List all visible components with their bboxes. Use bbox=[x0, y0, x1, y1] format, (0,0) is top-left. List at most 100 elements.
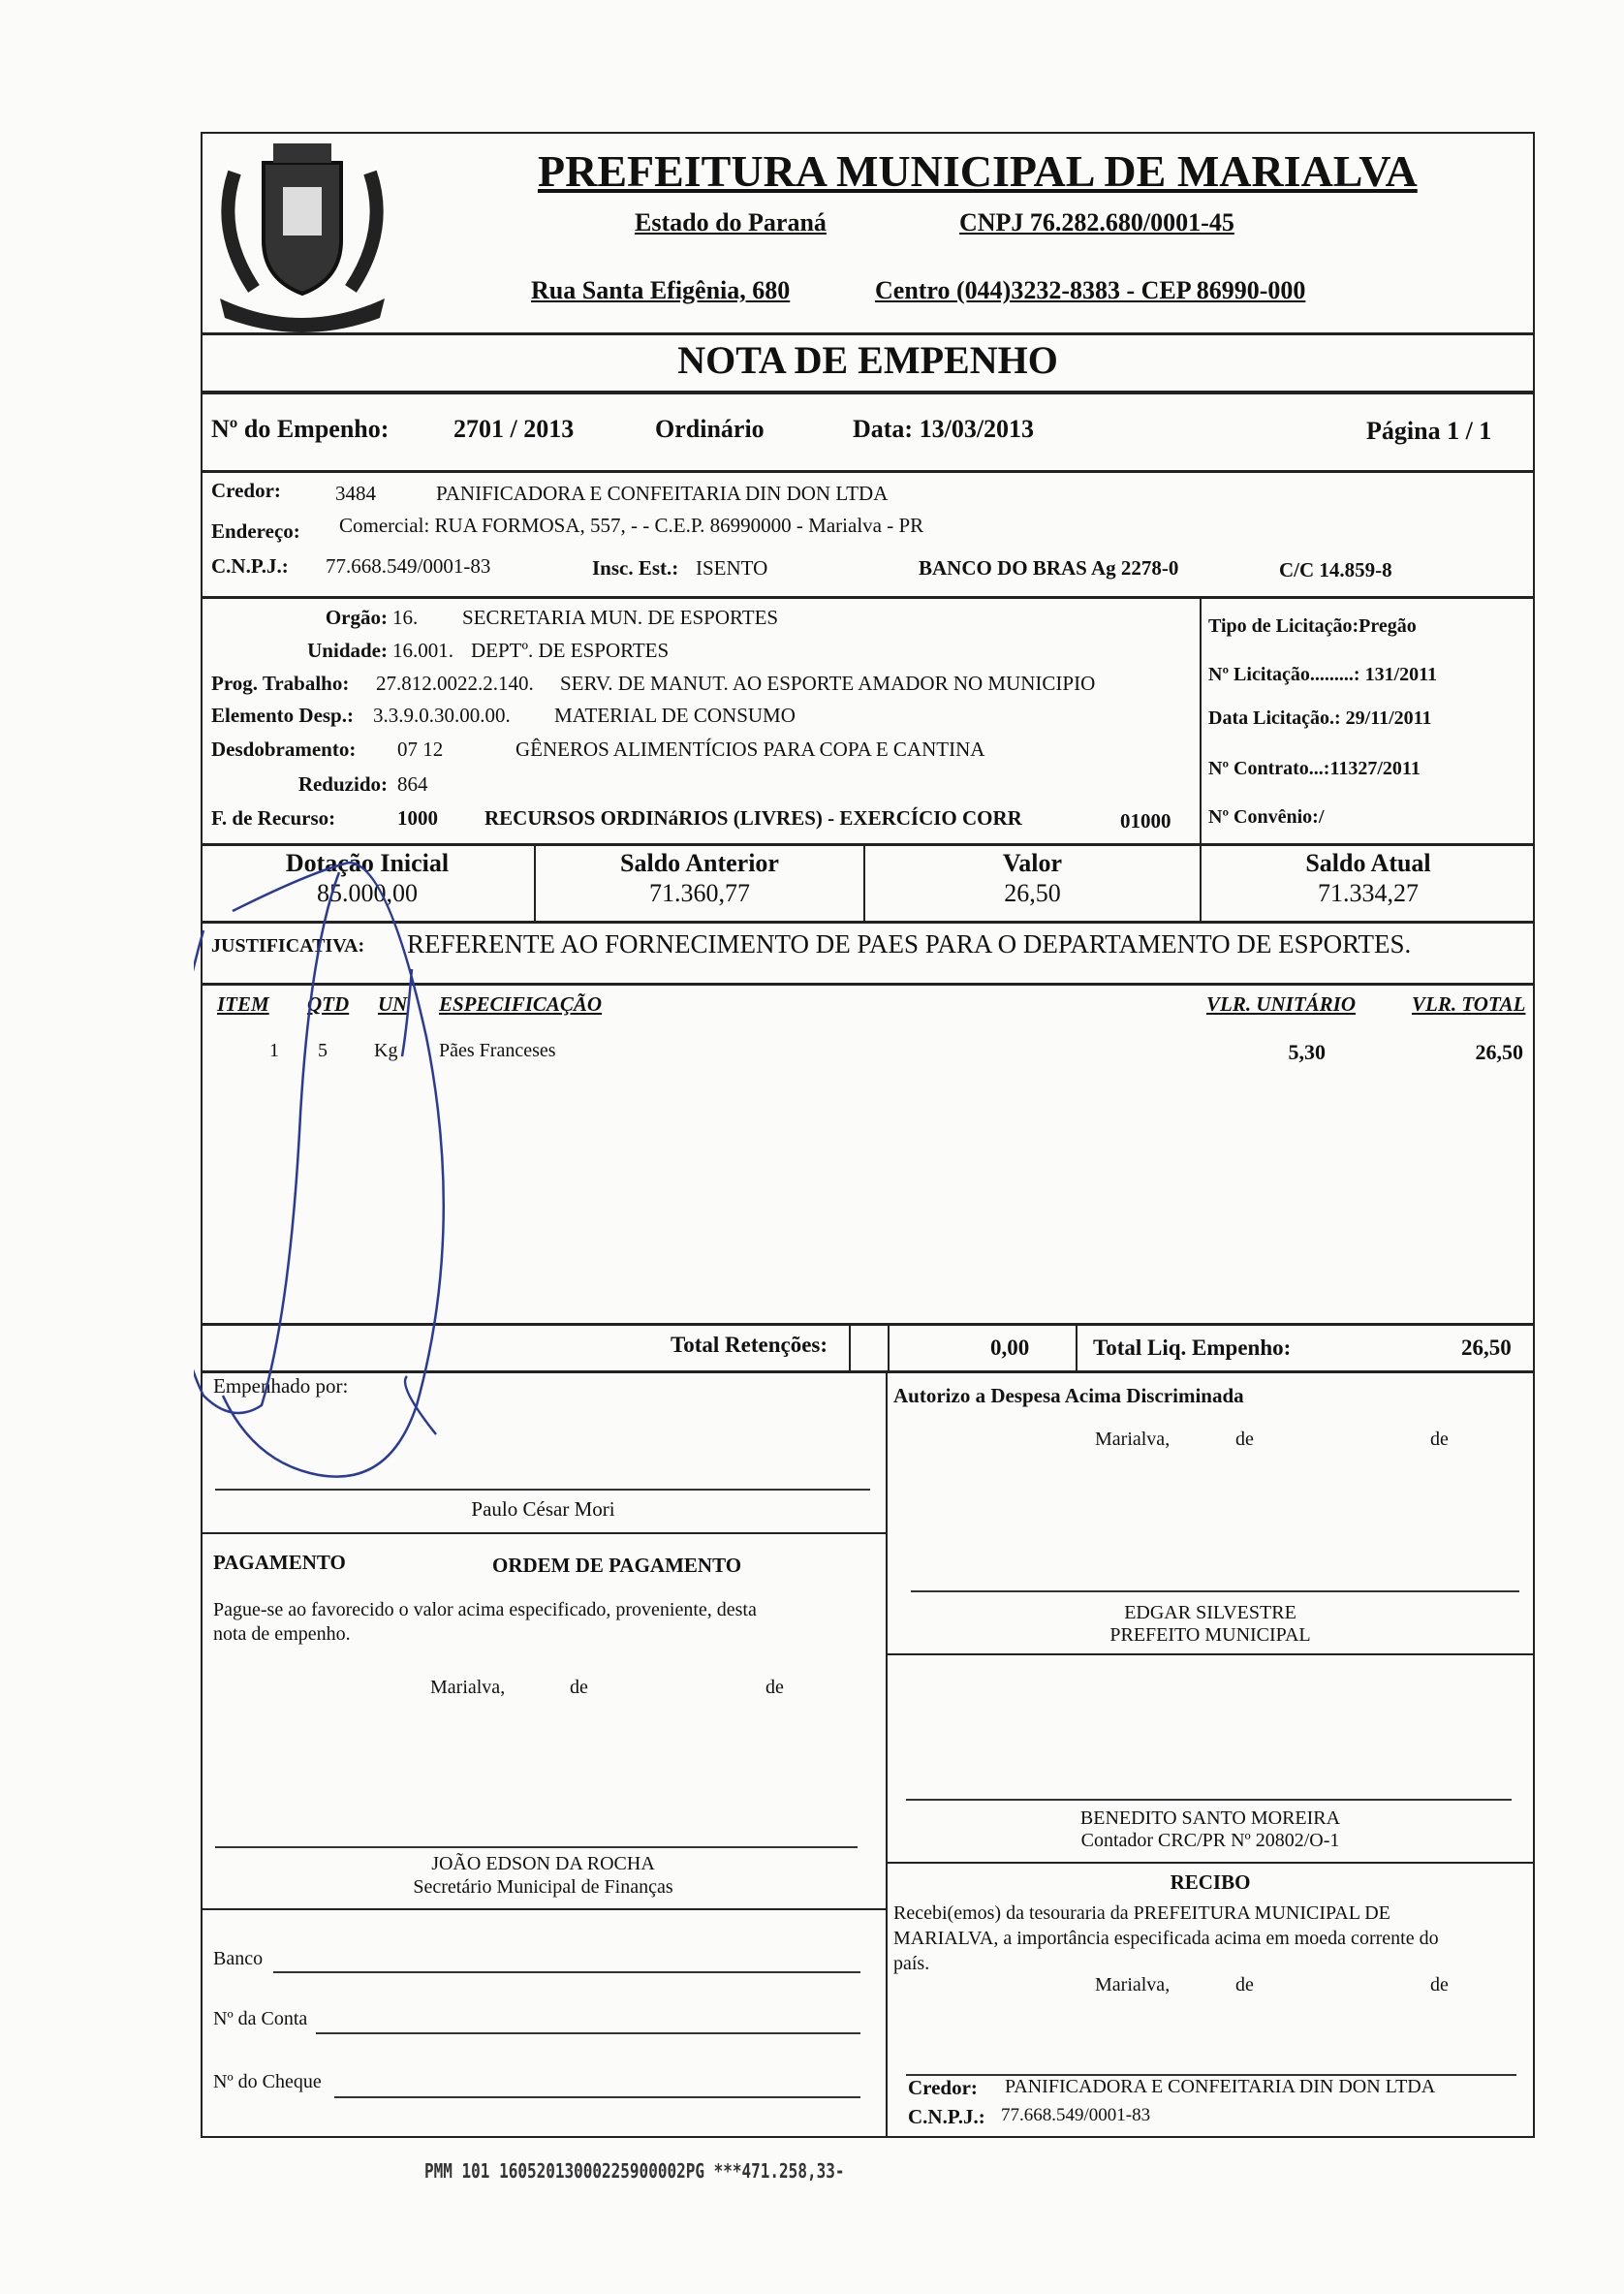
item-cell: 26,50 bbox=[1475, 1040, 1524, 1064]
field-description: DEPTº. DE ESPORTES bbox=[471, 639, 670, 662]
recibo-cnpj: 77.668.549/0001-83 bbox=[1001, 2105, 1151, 2125]
field-description: SECRETARIA MUN. DE ESPORTES bbox=[462, 606, 779, 629]
recibo-de: de bbox=[1235, 1974, 1254, 1995]
autorizo-de: de bbox=[1235, 1429, 1254, 1450]
divider bbox=[201, 332, 1535, 335]
recibo-credor-label: Credor: bbox=[908, 2076, 978, 2099]
contador-name: BENEDITO SANTO MOREIRA bbox=[1079, 1807, 1341, 1829]
signature-line bbox=[911, 1590, 1519, 1592]
credor-account: C/C 14.859-8 bbox=[1279, 558, 1392, 581]
divider bbox=[201, 596, 1535, 599]
column-header: VLR. TOTAL bbox=[1412, 992, 1526, 1016]
justificativa-label: JUSTIFICATIVA: bbox=[211, 935, 365, 957]
saldo-value: 71.334,27 bbox=[1318, 879, 1419, 907]
footer-code: PMM 101 16052013000225900002PG ***471.25… bbox=[424, 2159, 845, 2183]
banco-label: Banco bbox=[213, 1948, 264, 1969]
contador-role: Contador CRC/PR Nº 20802/O-1 bbox=[1080, 1830, 1340, 1851]
field-description: MATERIAL DE CONSUMO bbox=[554, 704, 796, 727]
column-header: QTD bbox=[307, 992, 350, 1016]
page-number: Página 1 / 1 bbox=[1366, 417, 1492, 445]
divider bbox=[888, 1324, 890, 1372]
divider bbox=[863, 844, 865, 922]
document-frame bbox=[201, 132, 1535, 2138]
pagamento-label: PAGAMENTO bbox=[213, 1551, 346, 1574]
cheque-field[interactable] bbox=[334, 2096, 860, 2098]
empenho-number: 2701 / 2013 bbox=[453, 415, 575, 443]
field-code: 07 12 bbox=[397, 738, 444, 761]
autorizo-title: Autorizo a Despesa Acima Discriminada bbox=[893, 1384, 1244, 1407]
licitacao-field: Nº Licitação.........: 131/2011 bbox=[1208, 664, 1438, 685]
divider bbox=[886, 1653, 1535, 1655]
field-code: 1000 bbox=[397, 806, 438, 830]
field-description: GÊNEROS ALIMENTÍCIOS PARA COPA E CANTINA bbox=[515, 738, 985, 761]
item-cell: Pães Franceses bbox=[439, 1040, 556, 1061]
autorizo-place: Marialva, bbox=[1095, 1429, 1171, 1450]
cnpj-label: C.N.P.J.: bbox=[211, 554, 289, 578]
credor-name: PANIFICADORA E CONFEITARIA DIN DON LTDA bbox=[436, 482, 889, 505]
signature-line bbox=[906, 2074, 1516, 2076]
field-code: 16.001. bbox=[392, 639, 453, 662]
recibo-text-3: país. bbox=[893, 1953, 930, 1974]
divider bbox=[849, 1324, 851, 1372]
empenho-label: Nº do Empenho: bbox=[211, 415, 390, 443]
conta-field[interactable] bbox=[316, 2032, 860, 2034]
pagamento-text-2: nota de empenho. bbox=[213, 1623, 351, 1645]
divider bbox=[201, 1370, 1535, 1373]
item-cell: 1 bbox=[269, 1040, 279, 1061]
pagamento-place: Marialva, bbox=[430, 1677, 506, 1698]
item-cell: Kg bbox=[374, 1040, 398, 1061]
header-state: Estado do Paraná bbox=[635, 208, 827, 236]
field-description: RECURSOS ORDINáRIOS (LIVRES) - EXERCÍCIO… bbox=[484, 806, 1022, 830]
secretario-name: JOÃO EDSON DA ROCHA bbox=[431, 1853, 655, 1874]
licitacao-field: Nº Convênio:/ bbox=[1208, 806, 1325, 828]
pagamento-de: de bbox=[765, 1677, 784, 1698]
saldo-label: Valor bbox=[1002, 849, 1063, 877]
justificativa-text: REFERENTE AO FORNECIMENTO DE PAES PARA O… bbox=[407, 929, 1412, 958]
column-header: VLR. UNITÁRIO bbox=[1206, 992, 1357, 1016]
divider bbox=[201, 921, 1535, 924]
header-cnpj: CNPJ 76.282.680/0001-45 bbox=[959, 208, 1234, 236]
recibo-credor: PANIFICADORA E CONFEITARIA DIN DON LTDA bbox=[1005, 2076, 1436, 2097]
field-code: 864 bbox=[397, 772, 428, 796]
recibo-cnpj-label: C.N.P.J.: bbox=[908, 2105, 985, 2128]
field-label: Orgão: bbox=[325, 606, 388, 629]
insc-value: ISENTO bbox=[696, 556, 768, 580]
conta-label: Nº da Conta bbox=[213, 2008, 308, 2029]
municipal-coat-of-arms-logo bbox=[220, 143, 385, 332]
insc-label: Insc. Est.: bbox=[592, 556, 679, 580]
divider bbox=[201, 470, 1535, 473]
divider bbox=[886, 1862, 1535, 1864]
licitacao-field: Data Licitação.: 29/11/2011 bbox=[1208, 707, 1432, 729]
divider bbox=[1200, 597, 1202, 922]
saldo-label: Saldo Atual bbox=[1305, 849, 1431, 877]
field-description: SERV. DE MANUT. AO ESPORTE AMADOR NO MUN… bbox=[560, 672, 1096, 695]
credor-cnpj: 77.668.549/0001-83 bbox=[326, 554, 491, 578]
address-label: Endereço: bbox=[211, 519, 300, 543]
banco-field[interactable] bbox=[273, 1971, 860, 1973]
signature-line bbox=[906, 1799, 1512, 1801]
field-code: 3.3.9.0.30.00.00. bbox=[373, 704, 511, 727]
total-retencoes-value: 0,00 bbox=[990, 1336, 1030, 1360]
field-extra: 01000 bbox=[1120, 809, 1171, 833]
recibo-de: de bbox=[1430, 1974, 1449, 1995]
empenho-date: Data: 13/03/2013 bbox=[853, 415, 1035, 443]
divider bbox=[1076, 1324, 1077, 1372]
header-contact: Centro (044)3232-8383 - CEP 86990-000 bbox=[875, 276, 1306, 304]
total-liquido-label: Total Liq. Empenho: bbox=[1093, 1336, 1292, 1360]
column-header: ESPECIFICAÇÃO bbox=[439, 992, 603, 1016]
divider bbox=[201, 1908, 886, 1910]
recibo-text-2: MARIALVA, a importância especificada aci… bbox=[893, 1928, 1439, 1949]
licitacao-field: Tipo de Licitação:Pregão bbox=[1208, 615, 1417, 637]
divider bbox=[201, 1532, 886, 1534]
credor-bank: BANCO DO BRAS Ag 2278-0 bbox=[919, 556, 1179, 580]
credor-address: Comercial: RUA FORMOSA, 557, - - C.E.P. … bbox=[339, 514, 924, 537]
pagamento-text-1: Pague-se ao favorecido o valor acima esp… bbox=[213, 1599, 757, 1620]
field-label: Prog. Trabalho: bbox=[211, 672, 350, 695]
field-label: Elemento Desp.: bbox=[211, 704, 354, 727]
cheque-label: Nº do Cheque bbox=[213, 2071, 322, 2092]
header-address: Rua Santa Efigênia, 680 bbox=[531, 276, 791, 304]
autorizo-de: de bbox=[1430, 1429, 1449, 1450]
divider bbox=[201, 843, 1535, 846]
field-label: Desdobramento: bbox=[211, 738, 357, 761]
pagamento-de: de bbox=[570, 1677, 588, 1698]
